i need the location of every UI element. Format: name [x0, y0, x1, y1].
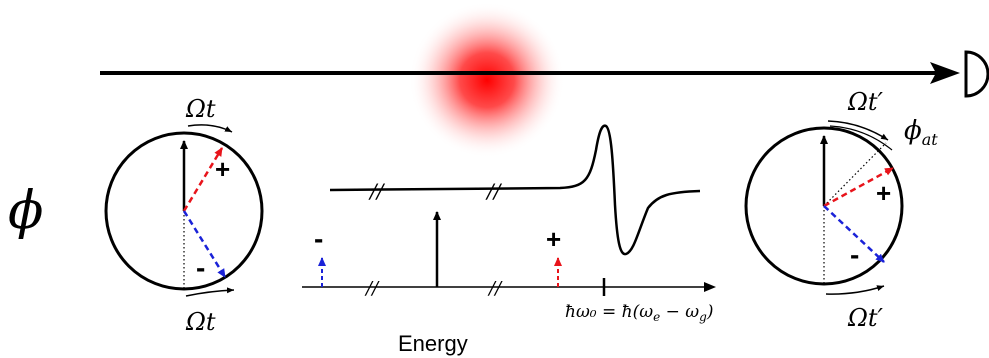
left-rotation-label-top: Ωt [185, 95, 216, 123]
right-rotation-arrow-bottom [825, 285, 885, 295]
left-minus-sign: - [196, 252, 205, 283]
energy-spectrum: // // // // - + ħω₀ = ħ(ωe − ωg) Energy [302, 124, 716, 356]
phase-symbol: ϕ [8, 181, 43, 241]
curve-break-1: // [368, 179, 386, 203]
right-phase-shift-arc [829, 125, 893, 151]
right-rotation-label-top: Ωt′ [847, 88, 884, 116]
axis-break-1: // [364, 278, 380, 299]
left-lower-sideband-vector [182, 210, 227, 278]
curve-break-2: // [485, 179, 503, 203]
resonance-label: ħω₀ = ħ(ωe − ωg) [565, 302, 713, 324]
right-phase-reference-line [823, 142, 887, 207]
right-phase-clock: + - Ωt′ ϕat Ωt′ [744, 88, 938, 332]
axis-break-2: // [487, 278, 503, 299]
energy-axis-arrowhead [704, 282, 716, 292]
right-minus-sign: - [850, 239, 859, 270]
spectrum-plus-sign: + [546, 224, 561, 254]
left-plus-sign: + [215, 154, 230, 184]
right-rotation-arrow-top [827, 120, 889, 141]
spectrum-minus-sign: - [314, 223, 323, 254]
left-rotation-label-bottom: Ωt [185, 308, 216, 336]
beam-arrowhead [930, 62, 960, 84]
atom-cloud [409, 2, 565, 158]
left-rotation-arrow-top [187, 124, 233, 133]
left-upper-sideband-vector [182, 147, 224, 212]
energy-axis-label: Energy [398, 331, 468, 356]
detector-icon [964, 50, 989, 98]
right-plus-sign: + [876, 178, 891, 208]
right-phase-shift-label: ϕat [904, 116, 938, 149]
right-clock-circle [744, 126, 904, 286]
right-rotation-label-bottom: Ωt′ [847, 304, 884, 332]
left-phase-clock: + - Ωt Ωt [104, 95, 264, 336]
left-clock-circle [104, 131, 264, 291]
right-lower-sideband-vector [823, 205, 885, 263]
right-upper-sideband-vector [823, 166, 894, 208]
left-rotation-arrow-bottom [185, 287, 235, 297]
dispersion-curve [329, 124, 701, 256]
